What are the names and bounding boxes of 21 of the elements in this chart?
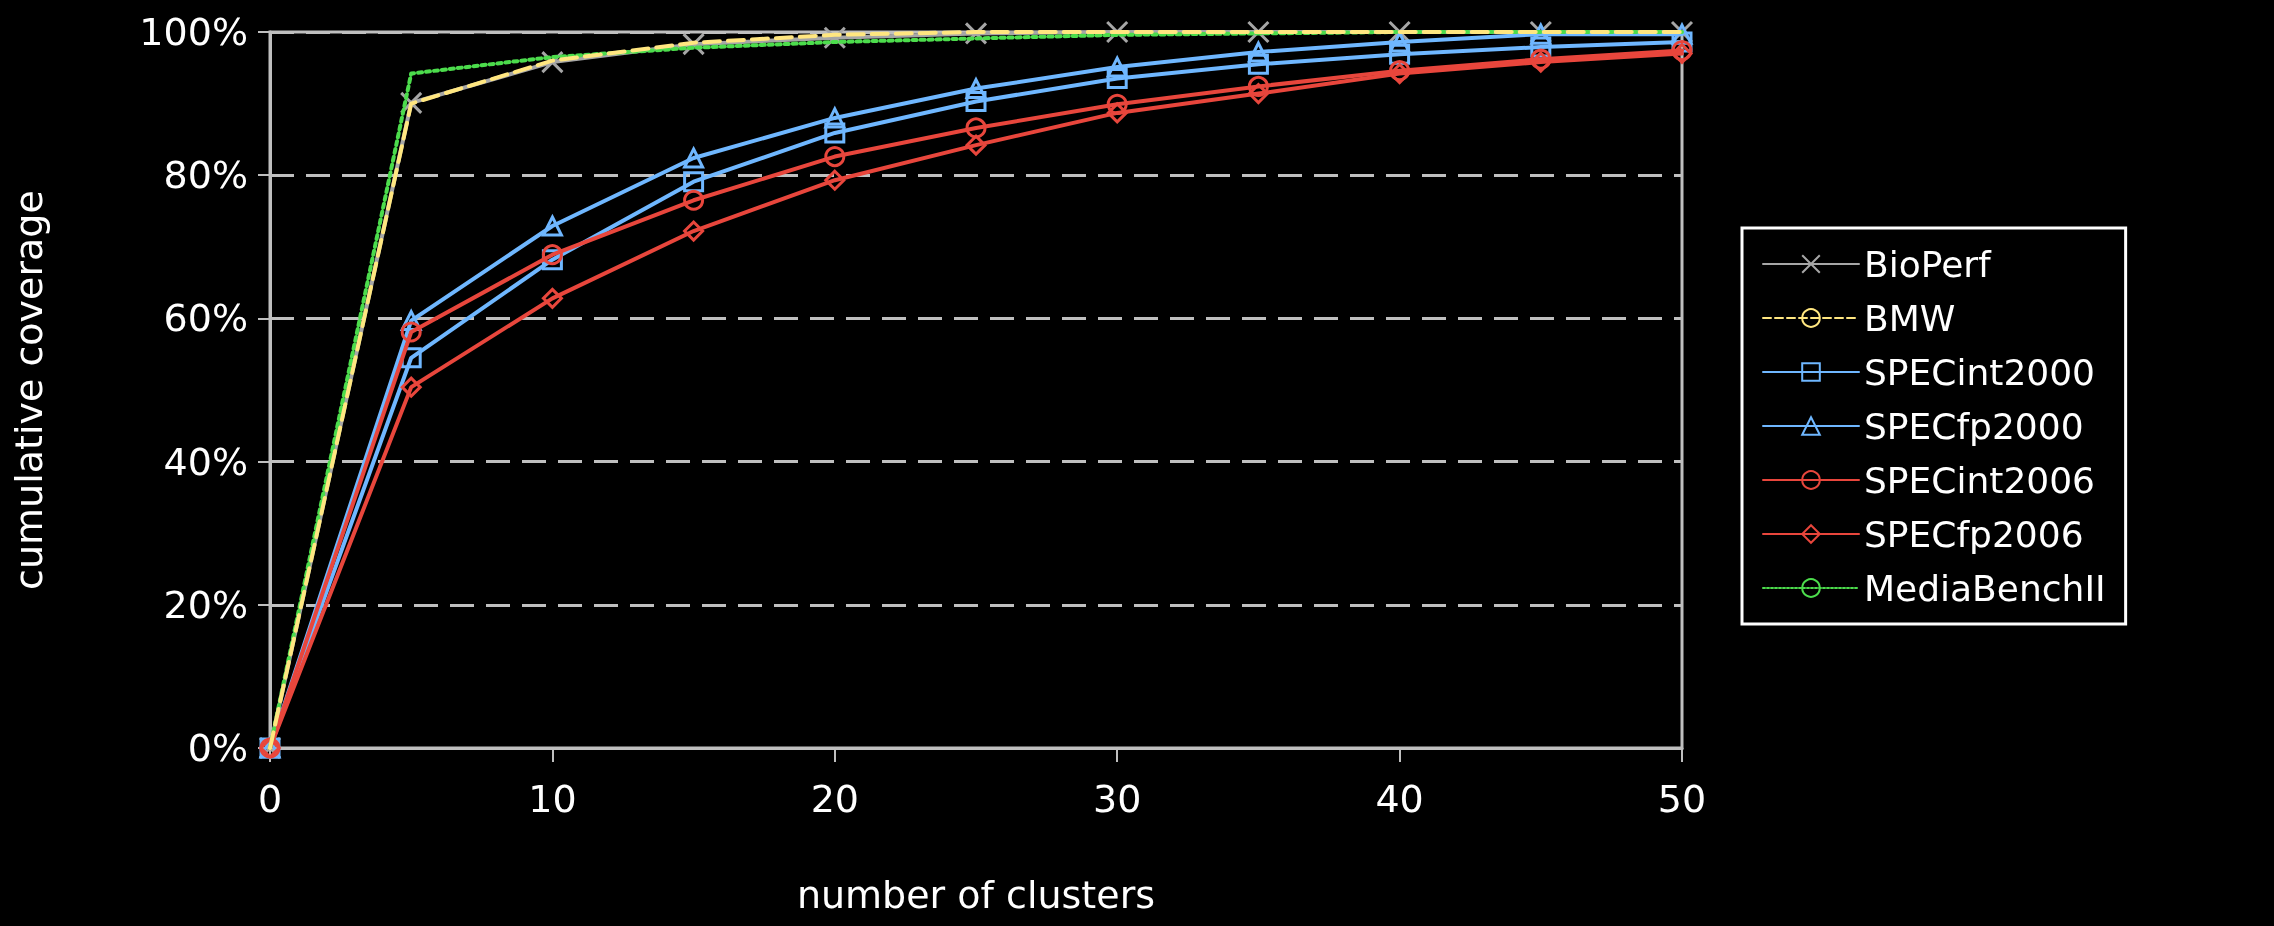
legend-label: BioPerf <box>1864 243 1993 285</box>
y-tick-label: 100% <box>139 10 248 54</box>
x-tick-label: 0 <box>257 777 283 821</box>
x-tick-label: 20 <box>810 777 859 821</box>
x-tick-label: 30 <box>1093 777 1142 821</box>
legend-label: SPECint2000 <box>1864 351 2095 393</box>
x-tick-label: 50 <box>1657 777 1707 821</box>
legend-label: BMW <box>1864 297 1956 339</box>
x-axis-title: number of clusters <box>796 873 1156 917</box>
y-tick-label: 80% <box>163 153 248 198</box>
legend-label: MediaBenchII <box>1864 567 2106 609</box>
y-tick-label: 20% <box>163 582 248 627</box>
x-tick-label: 10 <box>528 777 577 821</box>
legend-label: SPECint2006 <box>1864 459 2095 501</box>
y-tick-label: 60% <box>163 296 248 341</box>
y-tick-label: 40% <box>163 439 248 484</box>
legend-label: SPECfp2000 <box>1864 405 2084 447</box>
y-axis-title: cumulative coverage <box>7 190 51 590</box>
y-tick-label: 0% <box>187 726 248 770</box>
legend-label: SPECfp2006 <box>1864 513 2084 555</box>
x-tick-label: 40 <box>1375 777 1424 821</box>
